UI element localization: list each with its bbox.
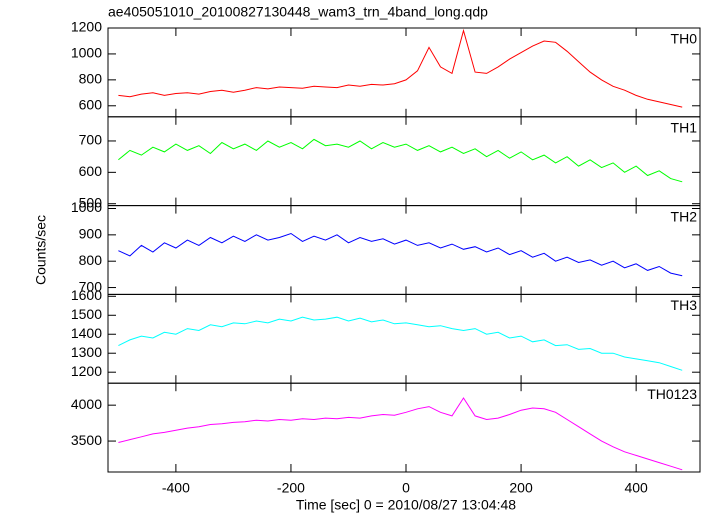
- data-line: [118, 316, 683, 371]
- x-axis-label: Time [sec] 0 = 2010/08/27 13:04:48: [296, 497, 516, 513]
- y-tick-label: 3500: [71, 432, 102, 448]
- panel-label: TH0123: [647, 386, 697, 402]
- y-tick-label: 1000: [71, 199, 102, 215]
- panel-label: TH1: [671, 120, 698, 136]
- y-tick-label: 1500: [71, 306, 102, 322]
- y-tick-label: 800: [79, 71, 103, 87]
- y-tick-label: 1200: [71, 19, 102, 35]
- y-tick-label: 1400: [71, 325, 102, 341]
- panel-label: TH3: [671, 297, 698, 313]
- y-tick-label: 700: [79, 132, 103, 148]
- x-tick-label: 200: [509, 480, 533, 496]
- data-line: [118, 397, 683, 471]
- y-axis-label: Counts/sec: [33, 215, 49, 285]
- x-tick-label: 400: [624, 480, 648, 496]
- y-tick-label: 1200: [71, 363, 102, 379]
- y-tick-label: 1600: [71, 287, 102, 303]
- panel-frame: [107, 205, 701, 295]
- y-tick-label: 4000: [71, 396, 102, 412]
- chart-title: ae405051010_20100827130448_wam3_trn_4ban…: [108, 4, 488, 20]
- y-tick-label: 600: [79, 96, 103, 112]
- panel-frame: [107, 27, 701, 118]
- y-tick-label: 800: [79, 252, 103, 268]
- y-tick-label: 700: [79, 278, 103, 294]
- data-line: [118, 232, 683, 277]
- y-tick-label: 1300: [71, 344, 102, 360]
- data-line: [118, 28, 683, 108]
- data-line: [118, 138, 683, 183]
- y-tick-label: 600: [79, 163, 103, 179]
- panel-label: TH0: [671, 31, 698, 47]
- y-tick-label: 500: [79, 194, 103, 210]
- x-tick-label: 0: [402, 480, 410, 496]
- y-tick-label: 1000: [71, 45, 102, 61]
- panel-frame: [107, 116, 701, 207]
- panel-frame: [107, 293, 701, 384]
- x-tick-label: -400: [162, 480, 190, 496]
- panel-frame: [107, 382, 701, 473]
- y-tick-label: 900: [79, 226, 103, 242]
- panel-label: TH2: [671, 208, 698, 224]
- x-tick-label: -200: [277, 480, 305, 496]
